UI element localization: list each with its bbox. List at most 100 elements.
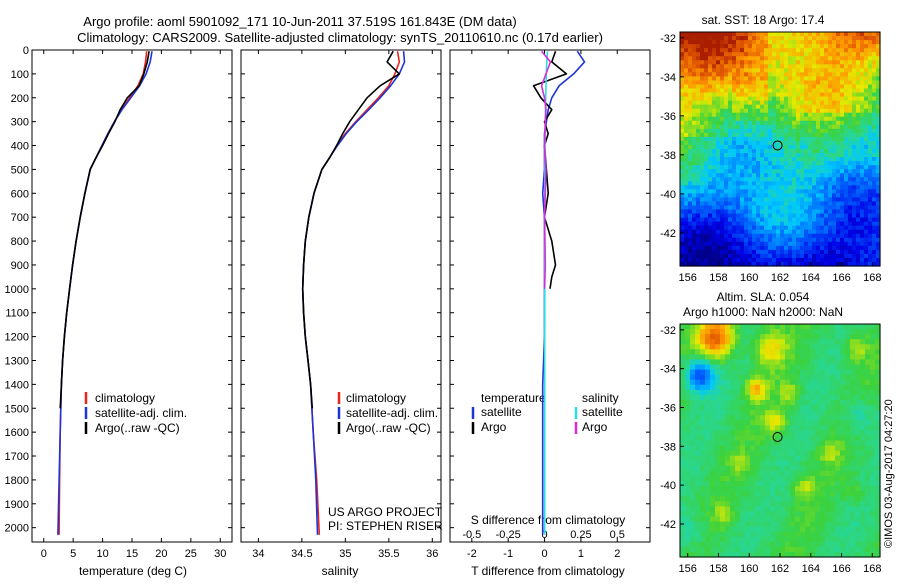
map-cell [785,481,791,487]
map-cell [748,88,753,93]
map-cell [870,410,876,416]
map-cell [796,214,801,219]
map-cell [680,145,685,150]
map-cell [724,133,729,138]
map-cell [705,329,711,335]
map-cell [700,161,705,166]
map-cell [816,109,821,114]
map-cell [860,501,866,507]
map-cell [748,117,753,122]
map-cell [848,133,853,138]
map-cell [720,491,726,497]
map-cell [820,420,826,426]
map-cell [716,133,721,138]
map-cell [856,242,861,247]
map-cell [860,456,866,462]
map-cell [776,40,781,45]
map-cell [840,185,845,190]
map-cell [855,532,861,538]
map-cell [728,97,733,102]
map-cell [784,60,789,65]
map-cell [860,380,866,386]
map-cell [712,189,717,194]
map-cell [785,349,791,355]
map-cell [830,496,836,502]
map-cell [708,246,713,251]
map-cell [716,173,721,178]
map-cell [860,511,866,517]
map-cell [840,76,845,81]
map-cell [735,481,741,487]
map-cell [735,542,741,548]
map-cell [836,80,841,85]
map-cell [850,329,856,335]
map-cell [844,36,849,41]
map-cell [752,40,757,45]
map-cell [865,430,871,436]
map-cell [760,169,765,174]
map-cell [792,145,797,150]
map-cell [752,76,757,81]
map-cell [855,390,861,396]
map-cell [750,532,756,538]
map-cell [845,359,851,365]
map-cell [808,32,813,37]
map-cell [785,516,791,522]
map-cell [872,181,877,186]
map-cell [828,254,833,259]
map-cell [685,481,691,487]
map-cell [792,93,797,98]
map-cell [712,149,717,154]
map-cell [696,117,701,122]
map-cell [820,153,825,158]
map-cell [704,109,709,114]
map-cell [848,157,853,162]
map-cell [824,169,829,174]
map-cell [695,471,701,477]
map-cell [700,72,705,77]
map-cell [690,516,696,522]
map-cell [732,97,737,102]
map-cell [750,446,756,452]
map-cell [720,349,726,355]
map-cell [868,52,873,57]
map-cell [752,246,757,251]
map-cell [716,165,721,170]
map-cell [848,250,853,255]
map-cell [840,52,845,57]
map-cell [868,165,873,170]
map-cell [848,149,853,154]
map-cell [828,60,833,65]
map-cell [680,242,685,247]
map-cell [770,522,776,528]
map-cell [720,189,725,194]
map-cell [688,238,693,243]
map-cell [744,185,749,190]
map-cell [780,113,785,118]
map-cell [725,334,731,340]
map-cell [800,410,806,416]
map-cell [788,84,793,89]
map-cell [848,117,853,122]
map-cell [730,324,736,330]
map-cell [860,238,865,243]
map-cell [852,109,857,114]
map-cell [745,375,751,381]
map-cell [775,344,781,350]
map-cell [840,435,846,441]
map-cell [700,506,706,512]
map-cell [772,64,777,69]
map-cell [692,105,697,110]
map-cell [685,461,691,467]
map-cell [808,177,813,182]
map-cell [796,44,801,49]
map-cell [720,226,725,231]
map-cell [805,516,811,522]
map-cell [845,420,851,426]
map-cell [836,137,841,142]
map-cell [832,76,837,81]
map-cell [744,201,749,206]
map-cell [830,425,836,431]
map-cell [792,210,797,215]
map-cell [760,501,766,507]
